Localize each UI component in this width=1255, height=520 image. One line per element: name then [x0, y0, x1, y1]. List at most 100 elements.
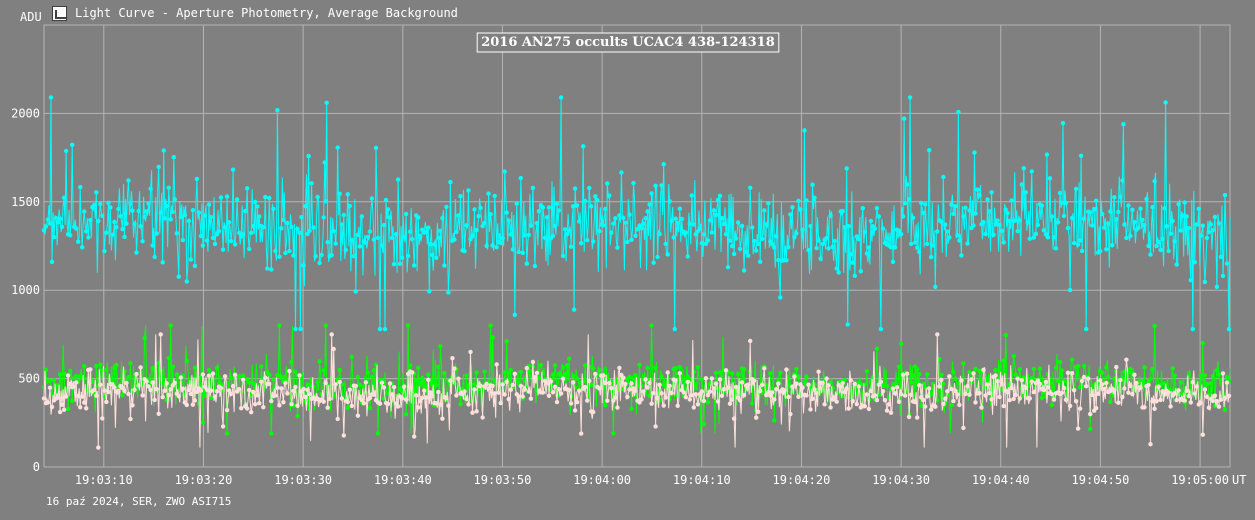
- data-point-target: [526, 232, 532, 238]
- data-point-target: [872, 226, 878, 231]
- data-point-background: [247, 387, 252, 393]
- data-point-background: [1098, 378, 1103, 383]
- data-point-target: [856, 236, 861, 242]
- data-point-comparison: [778, 370, 783, 375]
- data-point-target: [901, 116, 907, 121]
- data-point-target: [816, 238, 821, 243]
- data-point-background: [1114, 364, 1119, 370]
- data-point-target: [963, 205, 968, 210]
- data-point-background: [456, 376, 461, 381]
- data-point-target: [53, 216, 59, 221]
- data-point-comparison: [206, 367, 212, 373]
- data-point-target: [285, 220, 290, 226]
- data-point-comparison: [908, 380, 914, 385]
- data-point-background: [74, 380, 79, 385]
- data-point-target: [194, 176, 200, 182]
- data-point-target: [746, 253, 751, 258]
- data-point-target: [574, 203, 580, 208]
- data-point-target: [331, 228, 336, 234]
- data-point-target: [1007, 218, 1012, 224]
- data-point-background: [518, 383, 523, 389]
- data-point-target: [291, 253, 296, 258]
- chart-axis-labels: ADU UT: [20, 10, 1246, 487]
- data-point-background: [1174, 397, 1179, 403]
- data-point-target: [257, 214, 262, 219]
- data-point-target: [222, 225, 228, 230]
- data-point-target: [436, 235, 441, 241]
- data-point-background: [880, 389, 886, 394]
- data-point-target: [277, 254, 282, 259]
- data-point-background: [172, 380, 177, 385]
- data-point-background: [474, 409, 479, 414]
- data-point-target: [377, 326, 383, 332]
- data-point-target: [49, 259, 55, 264]
- chart-icon[interactable]: [52, 5, 67, 21]
- data-point-target: [269, 267, 274, 272]
- data-point-comparison: [1214, 368, 1220, 373]
- data-point-background: [212, 394, 218, 399]
- data-point-comparison: [1088, 426, 1093, 432]
- data-point-target: [528, 223, 534, 228]
- data-point-target: [180, 237, 185, 243]
- data-point-target: [828, 213, 833, 218]
- data-point-background: [1176, 388, 1181, 393]
- data-point-target: [645, 209, 650, 214]
- data-point-target: [295, 226, 300, 232]
- data-point-comparison: [408, 363, 413, 368]
- data-point-comparison: [57, 372, 63, 377]
- data-point-target: [1158, 247, 1163, 253]
- data-point-comparison: [321, 368, 326, 373]
- data-point-target: [432, 242, 437, 247]
- data-point-target: [110, 232, 115, 237]
- data-point-background: [261, 405, 266, 410]
- data-point-target: [737, 246, 743, 252]
- data-point-target: [1090, 223, 1095, 228]
- data-point-target: [1160, 236, 1165, 242]
- data-point-background: [548, 379, 554, 384]
- data-point-target: [842, 225, 847, 230]
- data-point-target: [685, 254, 690, 259]
- data-point-target: [1077, 238, 1083, 243]
- data-point-background: [1077, 406, 1083, 411]
- data-point-background: [828, 405, 833, 410]
- data-point-background: [1172, 391, 1177, 396]
- data-point-background: [349, 403, 354, 409]
- data-point-background: [786, 394, 791, 400]
- data-point-target: [651, 260, 656, 265]
- data-point-comparison: [633, 373, 638, 378]
- data-point-background: [47, 385, 53, 390]
- data-point-background: [683, 395, 688, 400]
- data-point-comparison: [269, 431, 274, 436]
- data-point-background: [1224, 380, 1230, 385]
- data-point-target: [1136, 225, 1141, 231]
- data-point-target: [458, 194, 463, 199]
- data-point-background: [293, 384, 298, 390]
- data-point-target: [298, 326, 303, 332]
- data-point-target: [844, 166, 849, 171]
- data-point-background: [739, 380, 745, 385]
- data-point-comparison: [1049, 402, 1055, 408]
- data-point-target: [943, 222, 948, 227]
- data-point-target: [597, 228, 602, 234]
- data-point-target: [363, 240, 369, 245]
- data-point-comparison: [796, 374, 801, 379]
- data-point-target: [1060, 121, 1066, 126]
- data-point-background: [902, 393, 908, 398]
- data-point-background: [291, 388, 296, 394]
- data-point-comparison: [126, 375, 131, 380]
- data-point-comparison: [1057, 359, 1063, 365]
- data-point-background: [929, 407, 934, 412]
- data-point-comparison: [355, 374, 361, 380]
- data-point-target: [144, 209, 149, 214]
- data-point-target: [762, 208, 767, 213]
- data-point-background: [1019, 378, 1024, 383]
- data-point-target: [1073, 186, 1079, 192]
- data-point-background: [194, 389, 200, 394]
- data-point-background: [430, 393, 435, 399]
- data-point-target: [178, 214, 183, 220]
- data-point-background: [558, 391, 564, 396]
- data-point-target: [76, 239, 81, 244]
- data-point-background: [838, 384, 843, 390]
- data-point-target: [1212, 214, 1218, 220]
- data-point-target: [212, 241, 218, 247]
